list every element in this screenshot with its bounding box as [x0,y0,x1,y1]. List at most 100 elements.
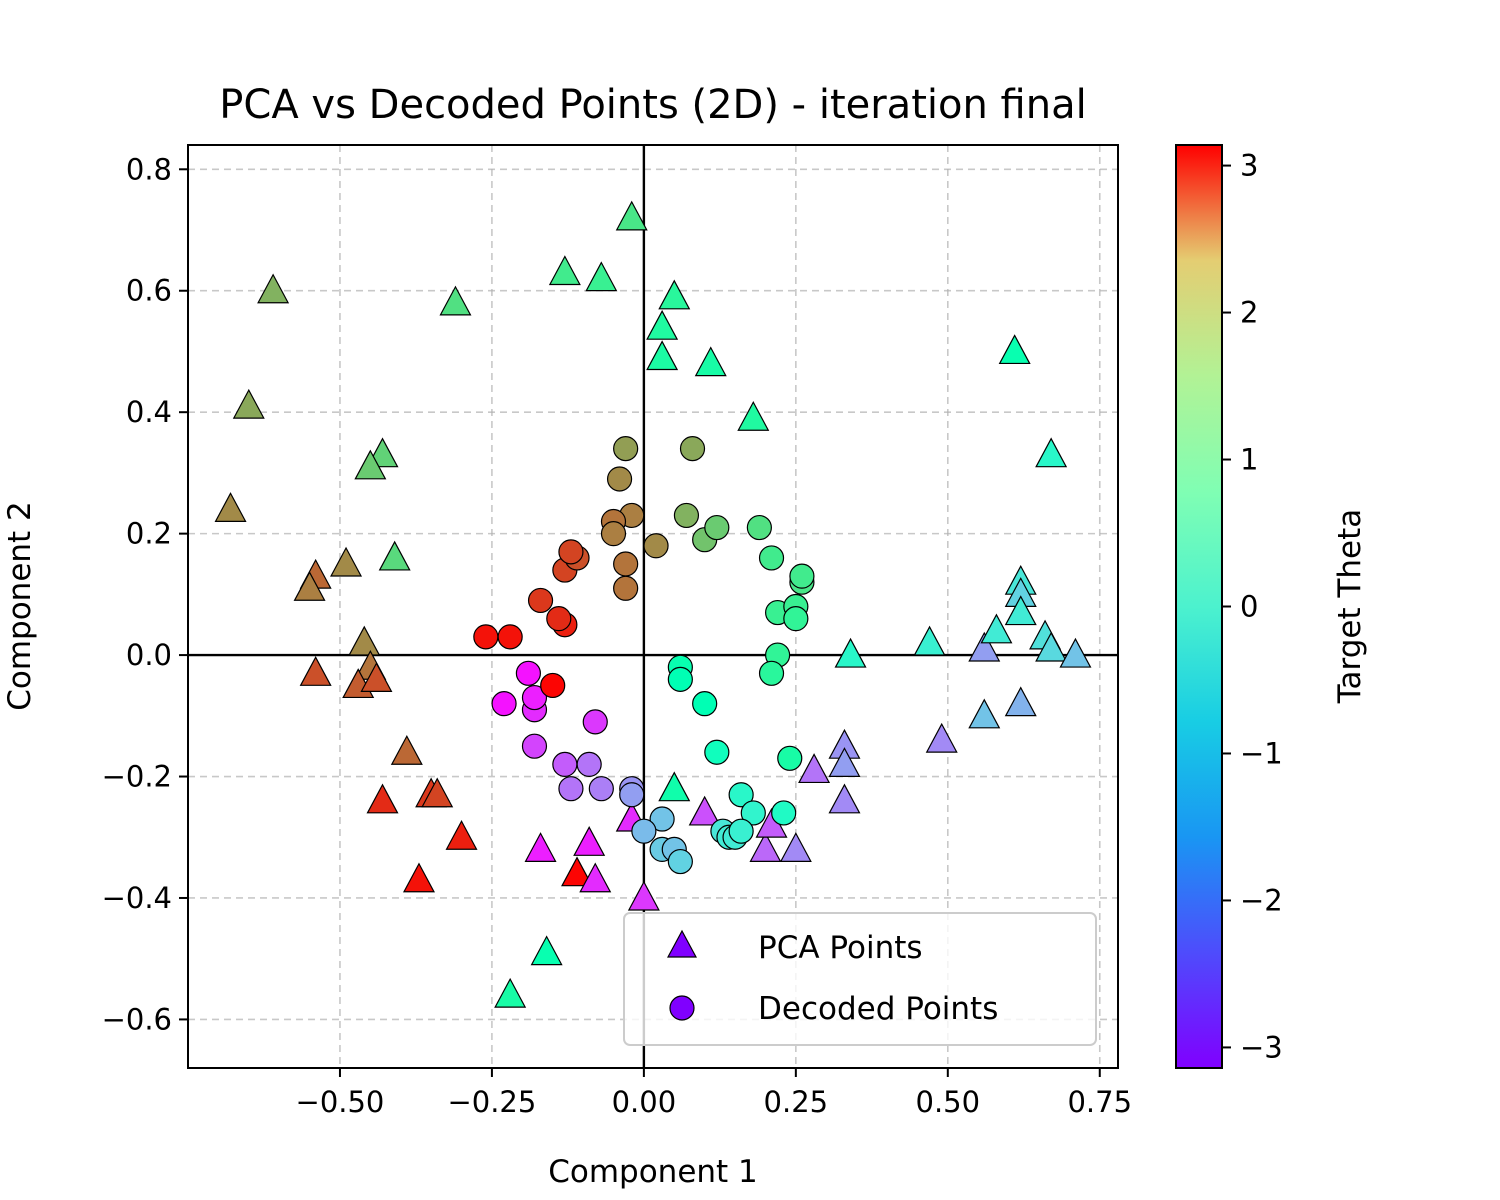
x-tick-label: −0.50 [296,1085,385,1119]
decoded-point [613,436,639,462]
decoded-point [527,587,554,614]
decoded-point [728,782,754,808]
pca-point [1004,686,1037,717]
colorbar-tick-label: 1 [1240,443,1258,477]
pca-point [524,832,557,862]
decoded-point [704,739,730,765]
decoded-point [758,660,785,686]
pca-point [968,631,1001,662]
decoded-point [582,709,608,735]
pca-point [1035,631,1068,662]
pca-point [390,734,423,765]
decoded-point [613,551,639,577]
colorbar-tick-label: −1 [1240,736,1283,770]
pca-point [646,309,679,340]
decoded-point [758,545,785,571]
decoded-point [692,691,718,717]
pca-point [366,783,399,814]
colorbar-ticks: −3 −2 −1 0 1 2 3 [1222,149,1283,1064]
pca-point [1059,637,1092,668]
decoded-point [673,502,700,529]
decoded-point [613,575,639,601]
colorbar-tick-label: −3 [1240,1030,1283,1064]
pca-point [402,862,435,893]
decoded-point [491,691,517,717]
pca-point [688,795,721,826]
y-tick-label: 0.4 [126,395,172,429]
decoded-point [771,800,797,826]
decoded-point [667,666,693,692]
pca-point [913,625,946,656]
x-axis-ticks: −0.50 −0.25 0.00 0.25 0.50 0.75 [296,1068,1132,1119]
x-tick-label: 0.25 [764,1085,829,1119]
y-tick-label: −0.4 [102,881,172,915]
plot-frame [187,144,1119,1069]
legend-box [623,912,1097,1046]
legend-triangle-marker [666,929,698,958]
y-axis-label: Component 2 [2,501,38,711]
pca-point [330,546,363,577]
pca-point [980,613,1013,644]
decoded-point [740,800,766,826]
pca-point [360,662,393,692]
pca-point [293,571,326,601]
decoded-point [783,606,809,632]
decoded-point [588,776,614,802]
legend: PCA Points Decoded Points [623,912,1097,1046]
pca-point [658,279,691,310]
pca-point [548,255,581,286]
pca-point [214,492,247,522]
x-tick-label: 0.50 [916,1085,981,1119]
pca-point [530,935,563,966]
chart-title: PCA vs Decoded Points (2D) - iteration f… [219,82,1086,128]
pca-point [299,656,332,686]
pca-point [1035,437,1068,468]
pca-point [658,771,691,802]
x-tick-label: −0.25 [447,1085,536,1119]
decoded-point [649,806,675,832]
decoded-point [728,818,754,844]
x-tick-label: 0.00 [612,1085,677,1119]
colorbar-tick-label: 2 [1240,296,1258,330]
pca-point [615,200,648,231]
decoded-point [643,533,669,559]
colorbar [1175,144,1223,1069]
y-axis-ticks: −0.6 −0.4 −0.2 0.0 0.2 0.4 0.6 0.8 [102,152,188,1036]
pca-point [834,637,867,668]
y-tick-label: 0.2 [126,517,172,551]
decoded-point [558,539,584,565]
decoded-point [576,751,602,777]
decoded-point [521,733,548,759]
decoded-point [631,818,657,844]
colorbar-label: Target Theta [1332,509,1368,705]
legend-label-decoded: Decoded Points [758,991,998,1027]
pca-point [348,625,381,656]
pca-point [694,346,727,377]
pca-point [439,285,472,316]
pca-point [378,540,411,571]
y-tick-label: 0.0 [126,638,172,672]
decoded-point [606,466,633,492]
x-axis-label: Component 1 [548,1154,758,1190]
pca-point [925,722,958,753]
decoded-point [667,848,693,875]
data-points [214,200,1092,1008]
pca-point [257,273,290,304]
x-tick-label: 0.75 [1067,1085,1132,1119]
pca-point [494,977,527,1008]
decoded-point [777,745,803,771]
legend-label-pca: PCA Points [758,930,923,966]
decoded-point [789,563,815,589]
y-tick-label: 0.8 [126,152,172,186]
pca-point [579,862,612,893]
pca-point [421,777,454,808]
decoded-point [600,521,627,547]
colorbar-tick-label: 0 [1240,590,1258,624]
decoded-point [497,624,523,650]
y-tick-label: −0.2 [102,760,172,794]
decoded-point [515,660,541,686]
legend-circle-marker [669,995,695,1021]
decoded-point [746,514,772,541]
pca-point [968,698,1001,729]
y-tick-label: 0.6 [126,274,172,308]
